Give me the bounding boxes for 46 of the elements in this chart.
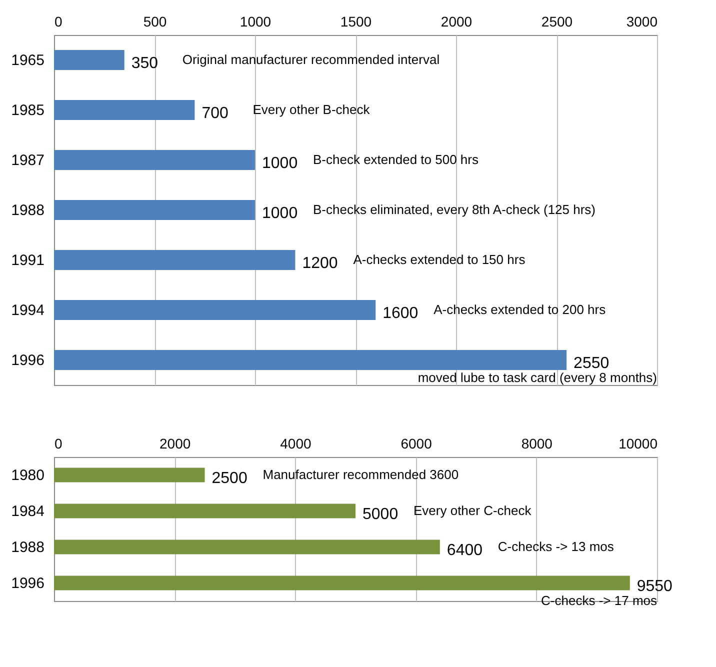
x-tick-label: 2000 bbox=[440, 14, 472, 30]
annotation: A-checks extended to 200 hrs bbox=[434, 302, 606, 317]
data-label: 1200 bbox=[302, 255, 338, 272]
annotation: Every other B-check bbox=[252, 102, 370, 117]
y-tick-label: 1996 bbox=[11, 575, 44, 592]
x-tick-label: 8000 bbox=[521, 436, 553, 452]
y-tick-label: 1988 bbox=[11, 202, 44, 219]
x-tick-label: 4000 bbox=[280, 436, 312, 452]
annotation: C-checks -> 17 mos bbox=[541, 593, 658, 608]
annotation: Original manufacturer recommended interval bbox=[182, 52, 440, 67]
data-label: 9550 bbox=[636, 578, 673, 595]
data-label: 1000 bbox=[262, 205, 298, 222]
annotation: Every other C-check bbox=[414, 503, 532, 518]
x-tick-label: 10000 bbox=[618, 436, 658, 452]
x-tick-label: 500 bbox=[143, 14, 167, 30]
y-tick-label: 1965 bbox=[11, 52, 44, 69]
annotation: Manufacturer recommended 3600 bbox=[262, 467, 459, 482]
annotation: C-checks -> 13 mos bbox=[498, 539, 614, 554]
x-tick-label: 6000 bbox=[400, 436, 432, 452]
data-label: 1600 bbox=[382, 305, 418, 322]
x-tick-label: 1500 bbox=[340, 14, 372, 30]
y-tick-label: 1996 bbox=[11, 352, 44, 369]
data-label: 1000 bbox=[262, 155, 298, 172]
y-tick-label: 1988 bbox=[11, 539, 44, 556]
annotation: B-checks eliminated, every 8th A-check (125 hrs) bbox=[313, 202, 596, 217]
x-tick-label: 3000 bbox=[626, 14, 658, 30]
x-tick-label: 2500 bbox=[541, 14, 573, 30]
y-tick-label: 1985 bbox=[11, 102, 44, 119]
y-tick-label: 1994 bbox=[11, 302, 44, 319]
data-label: 6400 bbox=[446, 542, 483, 559]
x-tick-label: 2000 bbox=[160, 436, 191, 452]
data-label: 5000 bbox=[362, 506, 398, 523]
y-tick-label: 1991 bbox=[11, 252, 44, 269]
data-label: 700 bbox=[202, 105, 228, 122]
y-tick-label: 1980 bbox=[11, 467, 44, 484]
data-label: 2550 bbox=[574, 355, 610, 372]
x-tick-label: 0 bbox=[54, 436, 62, 452]
data-label: 350 bbox=[131, 55, 158, 72]
data-label: 2500 bbox=[212, 470, 248, 487]
annotation: moved lube to task card (every 8 months) bbox=[418, 370, 657, 385]
annotation: A-checks extended to 150 hrs bbox=[353, 252, 526, 267]
annotation: B-check extended to 500 hrs bbox=[313, 152, 479, 167]
x-tick-label: 1000 bbox=[240, 14, 272, 30]
y-tick-label: 1987 bbox=[11, 152, 44, 169]
y-tick-label: 1984 bbox=[11, 503, 44, 520]
x-tick-label: 0 bbox=[54, 14, 62, 30]
